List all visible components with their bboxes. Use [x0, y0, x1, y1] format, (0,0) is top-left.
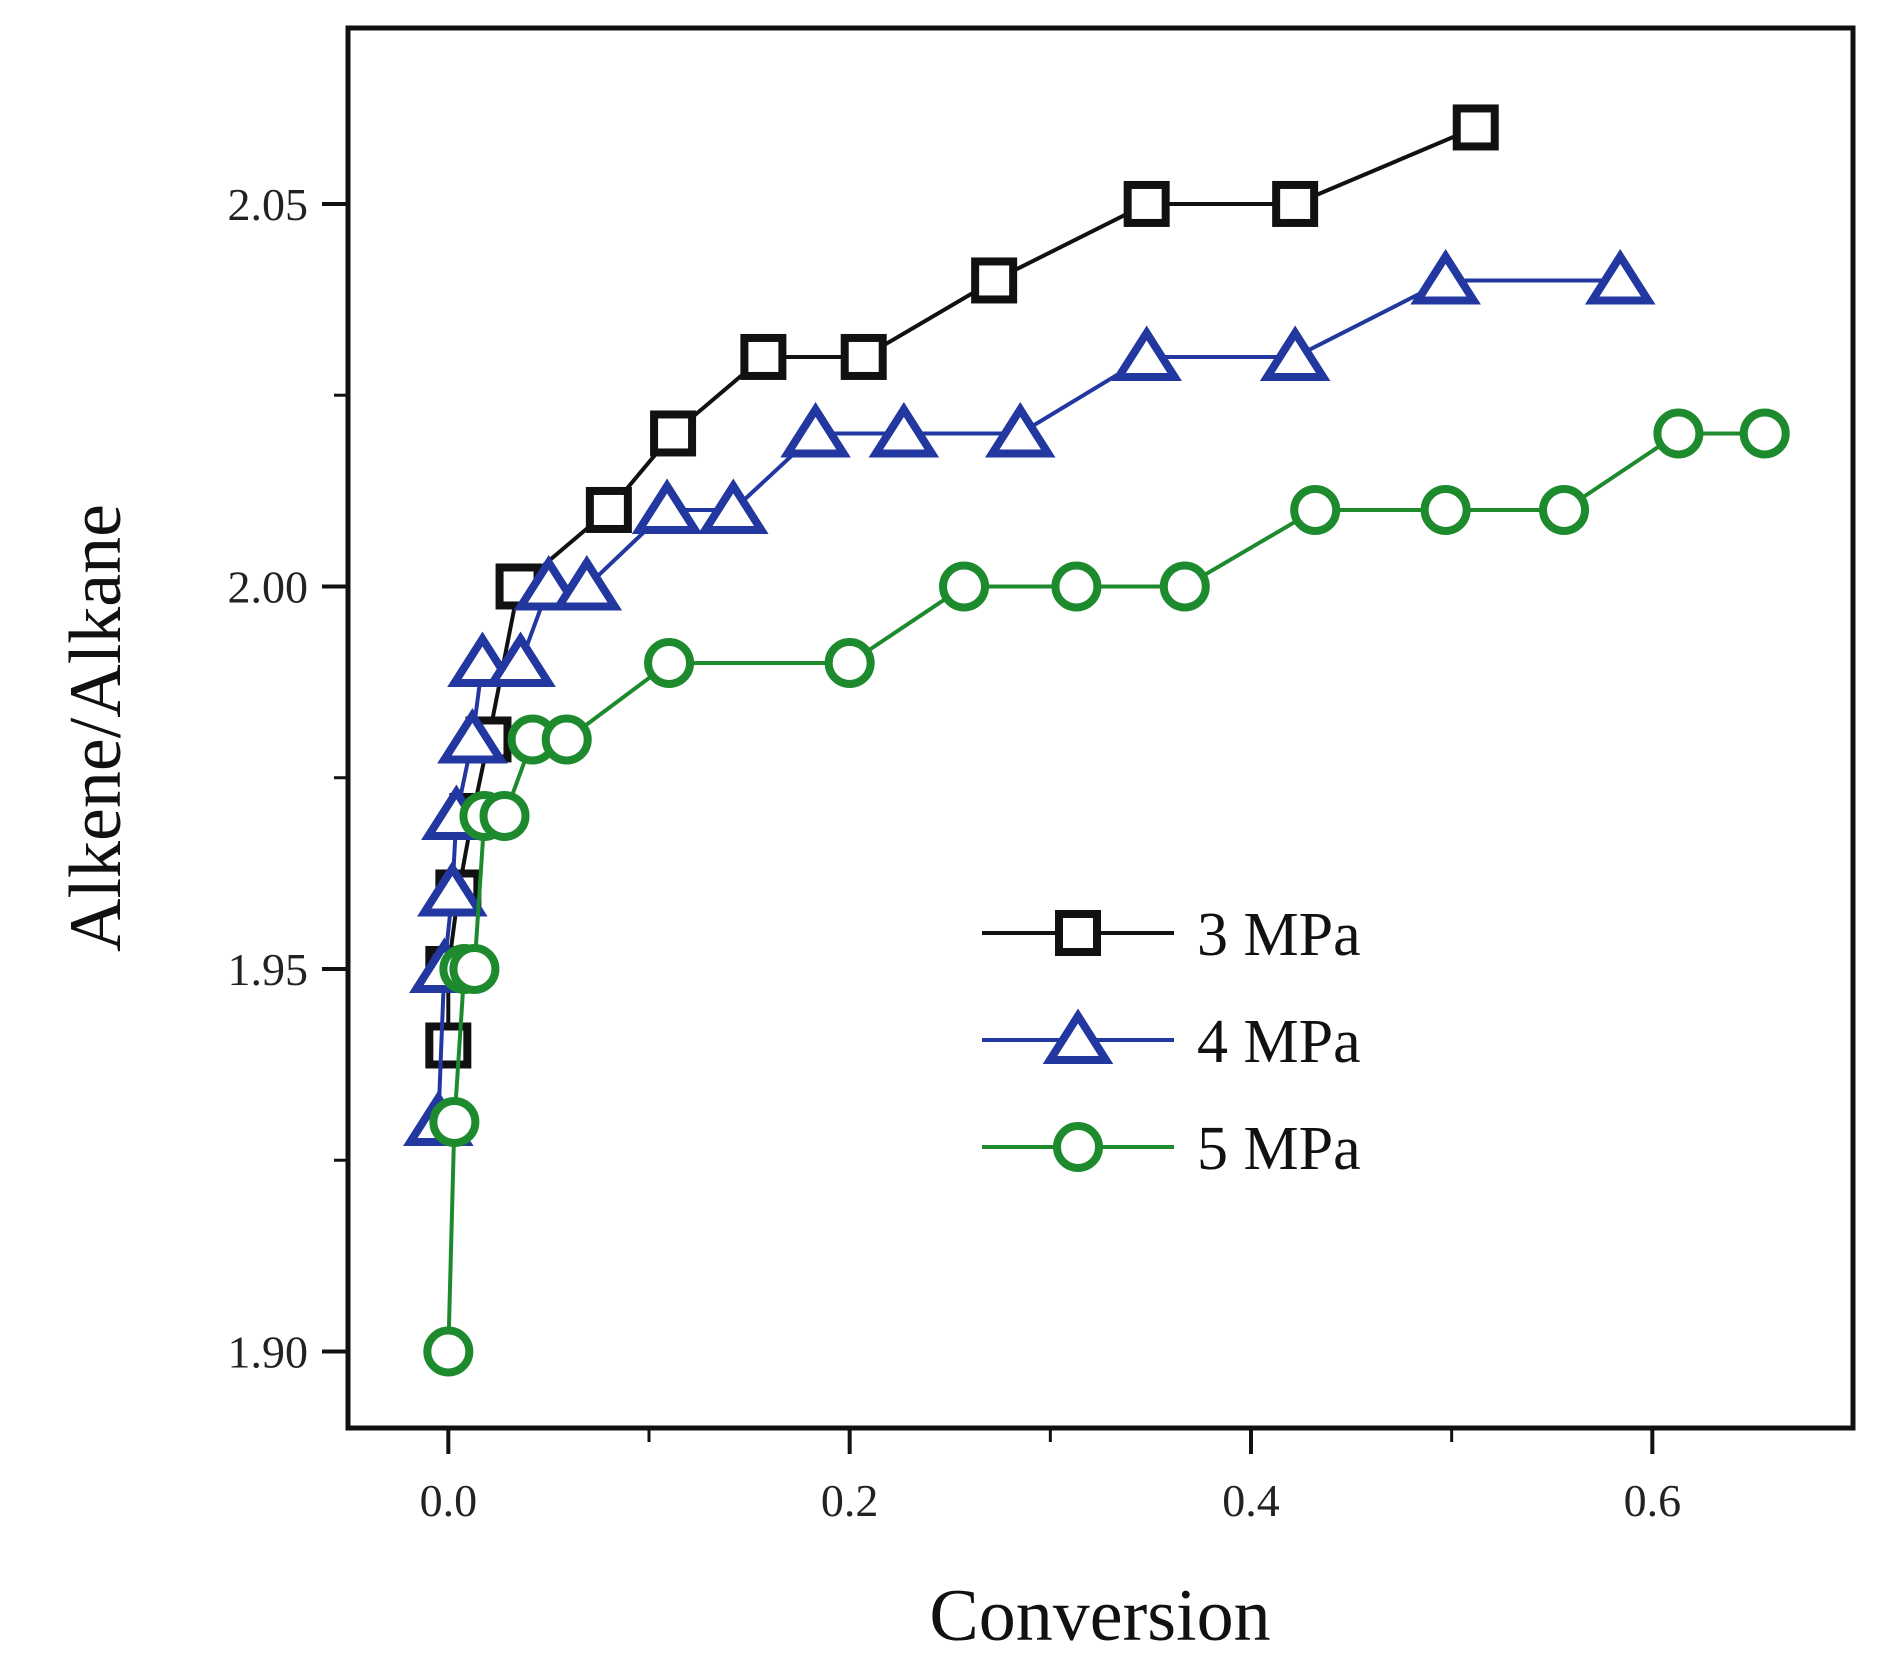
data-point-4-mpa [485, 631, 556, 687]
legend-item-5-mpa: 5 MPa [982, 1115, 1361, 1183]
data-point-3-mpa [1123, 180, 1170, 227]
y-tick-label: 1.90 [228, 1326, 309, 1377]
series-4-mpa [403, 249, 1656, 1146]
x-tick-label: 0.4 [1222, 1475, 1280, 1526]
data-point-4-mpa [437, 708, 508, 764]
series-5-mpa [423, 408, 1790, 1377]
data-point-5-mpa [541, 714, 592, 765]
data-point-5-mpa [939, 561, 990, 612]
data-point-3-mpa [840, 333, 887, 380]
data-point-5-mpa [644, 637, 695, 688]
data-point-4-mpa [868, 402, 940, 458]
data-point-5-mpa [423, 1326, 474, 1377]
plot-series [403, 104, 1790, 1377]
x-tick-label: 0.6 [1624, 1475, 1682, 1526]
y-tick-label: 2.05 [228, 179, 309, 230]
data-point-5-mpa [449, 943, 500, 994]
data-point-4-mpa [1410, 249, 1481, 305]
data-point-3-mpa [1272, 180, 1319, 227]
data-point-5-mpa [1539, 484, 1590, 535]
legend-marker-4-mpa [1042, 1008, 1114, 1064]
data-point-4-mpa [984, 402, 1056, 458]
data-point-5-mpa [1159, 561, 1210, 612]
plot-frame [345, 25, 1856, 1431]
data-point-3-mpa [1452, 104, 1499, 151]
legend: 3 MPa 4 MPa 5 MPa [982, 901, 1361, 1183]
x-axis-title: Conversion [929, 1575, 1270, 1654]
x-tick-label: 0.2 [821, 1475, 879, 1526]
data-point-4-mpa [697, 478, 769, 534]
y-axis-title: Alkene/Alkane [55, 504, 137, 952]
data-point-5-mpa [1420, 484, 1471, 535]
y-tick-label: 1.95 [228, 944, 309, 995]
legend-item-3-mpa: 3 MPa [982, 901, 1361, 969]
data-point-4-mpa [780, 402, 851, 458]
y-tick-label: 2.00 [228, 561, 309, 612]
data-point-3-mpa [740, 333, 787, 380]
legend-label-3-mpa: 3 MPa [1197, 901, 1361, 969]
legend-marker-5-mpa [1053, 1122, 1103, 1172]
data-point-3-mpa [650, 410, 697, 457]
data-point-4-mpa [631, 478, 703, 534]
legend-label-4-mpa: 4 MPa [1197, 1008, 1361, 1076]
data-point-3-mpa [585, 486, 632, 533]
legend-label-5-mpa: 5 MPa [1197, 1115, 1361, 1183]
axes: 0.0 0.2 0.4 0.6 1.90 1.95 2.00 2.05 [228, 179, 1682, 1526]
data-point-5-mpa [1653, 408, 1704, 459]
data-point-4-mpa [551, 555, 623, 611]
data-point-5-mpa [1290, 484, 1341, 535]
data-point-4-mpa [417, 861, 488, 917]
data-point-5-mpa [1739, 408, 1790, 459]
data-point-5-mpa [824, 637, 875, 688]
data-point-4-mpa [1584, 249, 1656, 305]
data-point-5-mpa [479, 790, 530, 841]
data-point-5-mpa [1051, 561, 1102, 612]
legend-marker-3-mpa [1055, 910, 1101, 956]
data-point-5-mpa [429, 1096, 480, 1147]
data-point-4-mpa [1111, 325, 1182, 381]
x-tick-label: 0.0 [420, 1475, 478, 1526]
legend-item-4-mpa: 4 MPa [982, 1008, 1361, 1076]
data-point-3-mpa [971, 257, 1018, 304]
data-point-4-mpa [1259, 325, 1331, 381]
